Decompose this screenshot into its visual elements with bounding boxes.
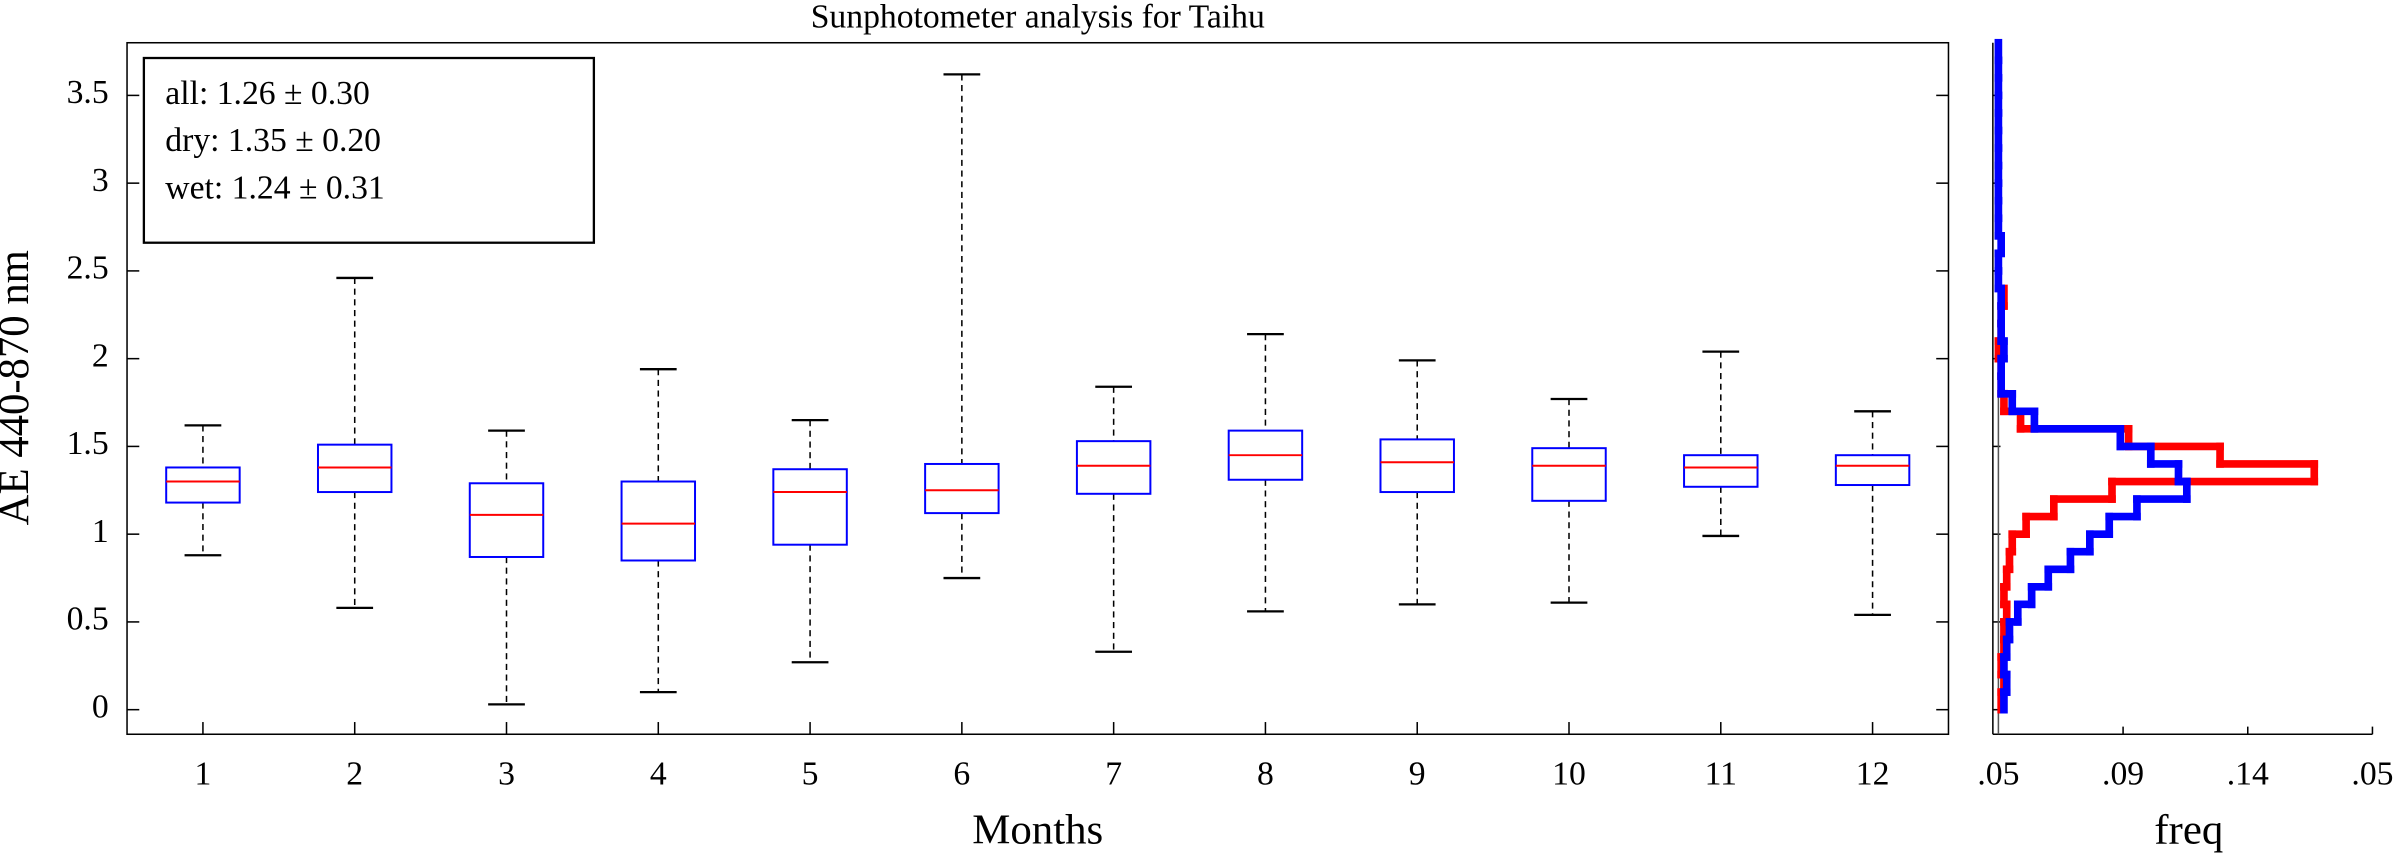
box bbox=[1075, 440, 1152, 495]
x-tick-label: 8 bbox=[1257, 756, 1274, 793]
y-tick-label: 2.5 bbox=[67, 250, 109, 287]
x-tick-label: 5 bbox=[802, 756, 819, 793]
annotation-box bbox=[142, 56, 596, 244]
x-tick-label: 12 bbox=[1856, 756, 1890, 793]
x-axis-label: Months bbox=[972, 806, 1103, 853]
x-tick-label: 7 bbox=[1105, 756, 1122, 793]
x-tick-label: 6 bbox=[953, 756, 970, 793]
box bbox=[1834, 454, 1911, 487]
x-tick-label: 9 bbox=[1409, 756, 1426, 793]
y-tick-label: 2 bbox=[92, 337, 109, 374]
y-tick-label: 1 bbox=[92, 513, 109, 550]
annotation: all: 1.26 ± 0.30 bbox=[165, 75, 369, 112]
annotation: dry: 1.35 ± 0.20 bbox=[165, 122, 381, 159]
x-tick-label: .05 bbox=[2351, 756, 2393, 793]
x-tick-label: 11 bbox=[1705, 756, 1737, 793]
box bbox=[772, 468, 848, 546]
x-tick-label: 2 bbox=[346, 756, 363, 793]
annotation: wet: 1.24 ± 0.31 bbox=[165, 170, 384, 207]
box bbox=[1531, 447, 1607, 502]
x-tick-label: .14 bbox=[2227, 756, 2269, 793]
y-tick-label: 1.5 bbox=[67, 425, 109, 462]
x-tick-label: 1 bbox=[195, 756, 212, 793]
x-tick-label: 4 bbox=[650, 756, 667, 793]
x-tick-label: 3 bbox=[498, 756, 515, 793]
x-tick-label: 10 bbox=[1552, 756, 1586, 793]
y-tick-label: 3 bbox=[92, 162, 109, 199]
x-tick-label: .05 bbox=[1977, 756, 2019, 793]
box bbox=[924, 462, 1000, 515]
box bbox=[1379, 438, 1455, 494]
box bbox=[1683, 454, 1759, 488]
y-tick-label: 0.5 bbox=[67, 601, 109, 638]
y-tick-label: 0 bbox=[92, 688, 109, 725]
plot-frame bbox=[126, 41, 1950, 736]
box bbox=[468, 482, 545, 558]
x-axis-label: freq bbox=[2154, 806, 2223, 853]
box bbox=[165, 466, 241, 504]
x-tick-label: .09 bbox=[2102, 756, 2144, 793]
chart-title: Sunphotometer analysis for Taihu bbox=[811, 0, 1265, 36]
y-tick-label: 3.5 bbox=[67, 74, 109, 111]
y-axis-label: AE 440-870 nm bbox=[0, 250, 38, 525]
box bbox=[620, 480, 697, 562]
